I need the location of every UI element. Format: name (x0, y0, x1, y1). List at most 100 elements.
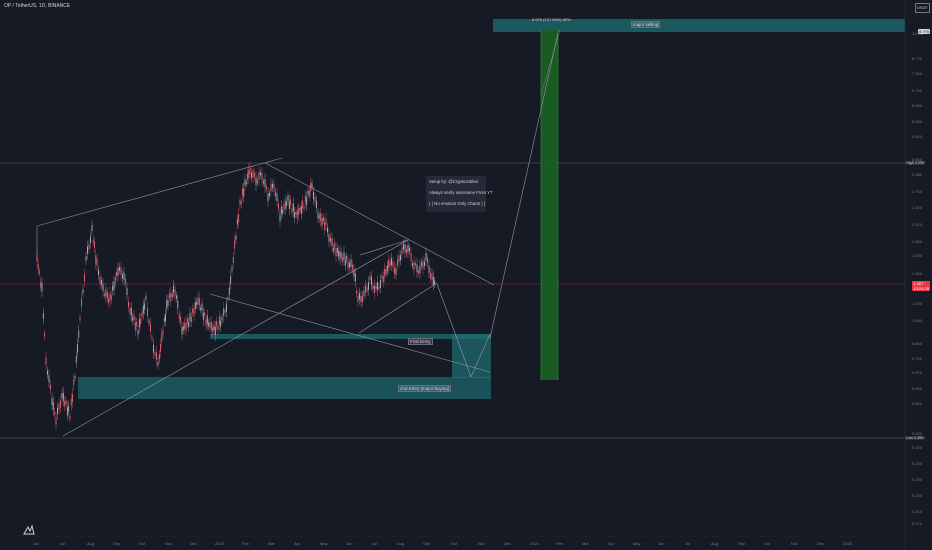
setup-line-1: Setup by: @CryptoJobber (429, 179, 479, 184)
candle-body (365, 285, 366, 293)
price-axis-label: 1.450 (912, 271, 923, 276)
candle-body (81, 298, 82, 307)
candle-body (424, 261, 425, 266)
candle-body (412, 263, 413, 266)
candle-body (397, 259, 398, 266)
candle-body (154, 352, 156, 356)
candle-body (91, 225, 93, 231)
candle-body (283, 203, 285, 210)
candle-body (194, 302, 196, 309)
candle-body (72, 394, 73, 402)
candle-body (331, 238, 333, 246)
time-axis-label: May (320, 541, 328, 546)
candle-body (166, 300, 168, 309)
candle-body (167, 299, 169, 306)
candle-body (318, 214, 320, 219)
candle-body (313, 191, 314, 200)
candle-body (282, 209, 284, 214)
time-axis-label: Jul (685, 541, 691, 546)
candle-body (432, 276, 434, 285)
candle-body (388, 259, 390, 268)
candle-body (122, 274, 123, 279)
candle-body (60, 400, 61, 408)
candle-body (322, 217, 324, 221)
candle-body (234, 240, 236, 249)
price-axis-label: 0.290 (912, 477, 923, 482)
setup-line-2: Always Verify username From YT (429, 190, 493, 195)
candle-body (170, 293, 172, 302)
candle-body (257, 179, 258, 184)
price-axis-label: 1.650 (912, 253, 923, 258)
price-axis-label: 0.590 (912, 386, 923, 391)
candle-body (184, 322, 186, 329)
candle-body (302, 200, 304, 208)
candle-body (407, 244, 409, 253)
candle-body (415, 262, 416, 266)
candle-body (252, 170, 254, 178)
candle-body (126, 288, 128, 296)
candle-body (217, 325, 219, 330)
price-axis-label: 0.170 (912, 521, 923, 526)
candle-body (190, 316, 192, 323)
high-tag: High 3.290 (905, 161, 926, 165)
price-axis-label: 0.370 (912, 445, 923, 450)
time-axis-label: Jun (658, 541, 665, 546)
time-axis-label: Oct (451, 541, 458, 546)
price-axis-label: 2.700 (912, 189, 923, 194)
price-axis-label: 0.670 (912, 370, 923, 375)
major-selling-label: major selling (631, 21, 661, 28)
candle-body (114, 277, 116, 283)
candle-body (288, 200, 290, 209)
candle-body (214, 327, 216, 336)
candle-body (45, 357, 47, 365)
candle-body (413, 261, 415, 270)
candle-body (357, 295, 359, 303)
candle-body (73, 379, 75, 386)
candle-body (216, 320, 218, 327)
price-axis-label: 6.700 (912, 88, 923, 93)
candle-body (106, 292, 108, 299)
candle-body (123, 272, 125, 280)
currency-selector[interactable]: USDT (915, 3, 930, 13)
candle-body (145, 296, 147, 300)
second-entry-label: 2nd Entry (major buying) (398, 385, 452, 392)
candle-body (404, 244, 406, 252)
candle-body (334, 242, 336, 249)
candle-body (310, 183, 312, 192)
candle-body (344, 259, 346, 266)
candle-body (85, 256, 87, 261)
candle-body (314, 197, 316, 203)
candle-body (40, 281, 42, 288)
candle-body (295, 211, 297, 216)
candle-body (304, 195, 306, 203)
candle-body (327, 227, 328, 233)
time-axis-label: Apr (294, 541, 301, 546)
candle-body (243, 188, 245, 197)
candle-body (141, 312, 143, 317)
candle-body (267, 193, 269, 202)
candle-body (427, 257, 428, 263)
candle-body (138, 318, 140, 327)
time-axis-label: 2024 (530, 541, 539, 546)
candle-body (208, 322, 210, 327)
candle-body (239, 199, 241, 206)
candle-body (279, 214, 281, 222)
candle-body (372, 285, 374, 289)
candle-body (290, 199, 292, 205)
candle-body (434, 280, 436, 284)
candle-body (144, 303, 146, 310)
candle-body (338, 251, 340, 257)
candle-body (235, 235, 237, 240)
candle-body (251, 172, 252, 178)
candle-body (342, 257, 344, 262)
candle-body (223, 308, 224, 317)
target-measure-label: 8.576 (137.89%) 85% (532, 17, 571, 22)
candle-body (132, 317, 134, 321)
candle-body (150, 323, 151, 332)
candle-body (231, 267, 233, 271)
candle-body (157, 361, 159, 366)
candle-body (221, 317, 223, 321)
candle-body (84, 273, 85, 282)
candle-body (177, 300, 179, 309)
